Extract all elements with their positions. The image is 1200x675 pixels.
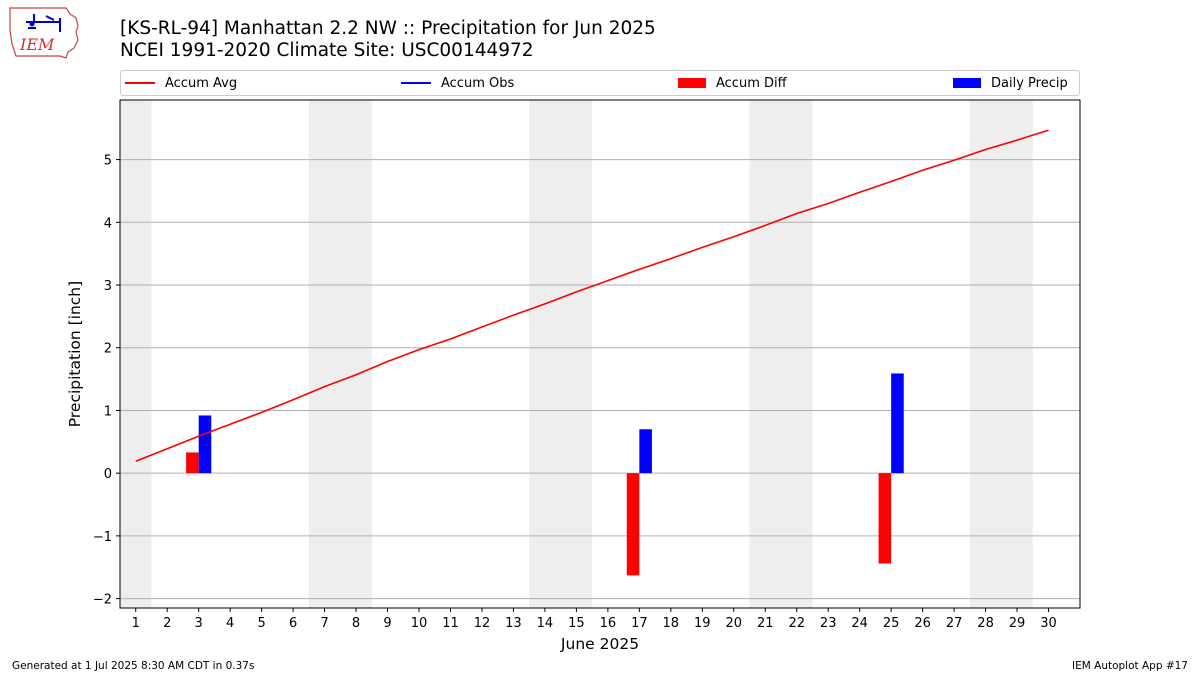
x-tick-label: 13 <box>505 616 522 631</box>
daily-precip-bar <box>891 373 904 474</box>
accum-avg-line <box>135 129 1049 462</box>
legend-item-accum-obs: Accum Obs <box>401 71 514 95</box>
legend-swatch-accum-diff <box>678 78 706 88</box>
y-tick-label: −2 <box>93 593 112 608</box>
x-tick-label: 25 <box>883 616 900 631</box>
legend-item-accum-diff: Accum Diff <box>678 71 787 95</box>
legend-swatch-accum-obs <box>401 82 431 84</box>
x-tick-label: 21 <box>757 616 774 631</box>
legend-swatch-accum-avg <box>125 82 155 84</box>
x-tick-label: 8 <box>352 616 360 631</box>
chart-title: [KS-RL-94] Manhattan 2.2 NW :: Precipita… <box>120 18 656 62</box>
title-line-2: NCEI 1991-2020 Climate Site: USC00144972 <box>120 40 534 61</box>
accum-diff-bar <box>878 473 892 564</box>
x-tick-label: 4 <box>226 616 234 631</box>
legend: Accum Avg Accum Obs Accum Diff Daily Pre… <box>120 70 1080 96</box>
x-tick-label: 14 <box>537 616 554 631</box>
x-tick-label: 29 <box>1009 616 1026 631</box>
x-tick-label: 11 <box>442 616 459 631</box>
legend-label-accum-diff: Accum Diff <box>716 75 787 91</box>
y-tick-label: 3 <box>104 279 112 294</box>
footer-app-text: IEM Autoplot App #17 <box>1072 660 1188 672</box>
iem-weather-logo-icon: IEM <box>9 7 79 59</box>
x-tick-label: 23 <box>820 616 837 631</box>
y-tick-label: 2 <box>104 342 112 357</box>
legend-label-accum-avg: Accum Avg <box>165 75 238 91</box>
y-tick-label: 5 <box>104 154 112 169</box>
footer-generated-text: Generated at 1 Jul 2025 8:30 AM CDT in 0… <box>12 660 255 672</box>
y-tick-label: 1 <box>104 404 112 419</box>
x-tick-label: 7 <box>320 616 328 631</box>
daily-precip-bar <box>198 415 212 474</box>
x-tick-label: 2 <box>163 616 171 631</box>
x-tick-label: 5 <box>257 616 265 631</box>
legend-item-accum-avg: Accum Avg <box>125 71 237 95</box>
y-tick-label: 0 <box>104 467 112 482</box>
x-tick-label: 26 <box>914 616 931 631</box>
daily-precip-bar <box>639 429 652 474</box>
legend-label-accum-obs: Accum Obs <box>441 75 515 91</box>
y-tick-label: 4 <box>104 216 112 231</box>
x-tick-label: 6 <box>289 616 297 631</box>
x-tick-label: 20 <box>725 616 742 631</box>
x-tick-label: 9 <box>383 616 391 631</box>
x-tick-label: 10 <box>411 616 428 631</box>
x-tick-label: 28 <box>977 616 994 631</box>
legend-item-daily-precip: Daily Precip <box>953 71 1068 95</box>
x-tick-label: 27 <box>946 616 963 631</box>
x-tick-label: 22 <box>788 616 805 631</box>
x-tick-label: 16 <box>600 616 617 631</box>
iem-logo-text: IEM <box>19 35 55 54</box>
x-tick-label: 3 <box>195 616 203 631</box>
x-axis-label: June 2025 <box>560 635 639 653</box>
x-tick-label: 15 <box>568 616 585 631</box>
weekend-band <box>749 100 813 608</box>
legend-label-daily-precip: Daily Precip <box>991 75 1068 91</box>
legend-swatch-daily-precip <box>953 78 981 88</box>
x-tick-label: 1 <box>132 616 140 631</box>
x-tick-label: 24 <box>851 616 868 631</box>
y-tick-label: −1 <box>93 530 112 545</box>
weekend-band <box>120 100 152 608</box>
accum-diff-bar <box>626 473 640 576</box>
weekend-band <box>308 100 372 608</box>
weekend-band <box>969 100 1033 608</box>
x-tick-label: 18 <box>663 616 680 631</box>
x-tick-label: 12 <box>474 616 491 631</box>
x-tick-label: 30 <box>1040 616 1057 631</box>
weekend-band <box>529 100 593 608</box>
iem-logo: IEM <box>6 4 82 60</box>
plot-frame <box>119 99 1081 609</box>
accum-diff-bar <box>186 452 199 474</box>
title-line-1: [KS-RL-94] Manhattan 2.2 NW :: Precipita… <box>120 18 656 39</box>
y-axis-label: Precipitation [inch] <box>66 281 84 427</box>
x-tick-label: 19 <box>694 616 711 631</box>
x-tick-label: 17 <box>631 616 648 631</box>
